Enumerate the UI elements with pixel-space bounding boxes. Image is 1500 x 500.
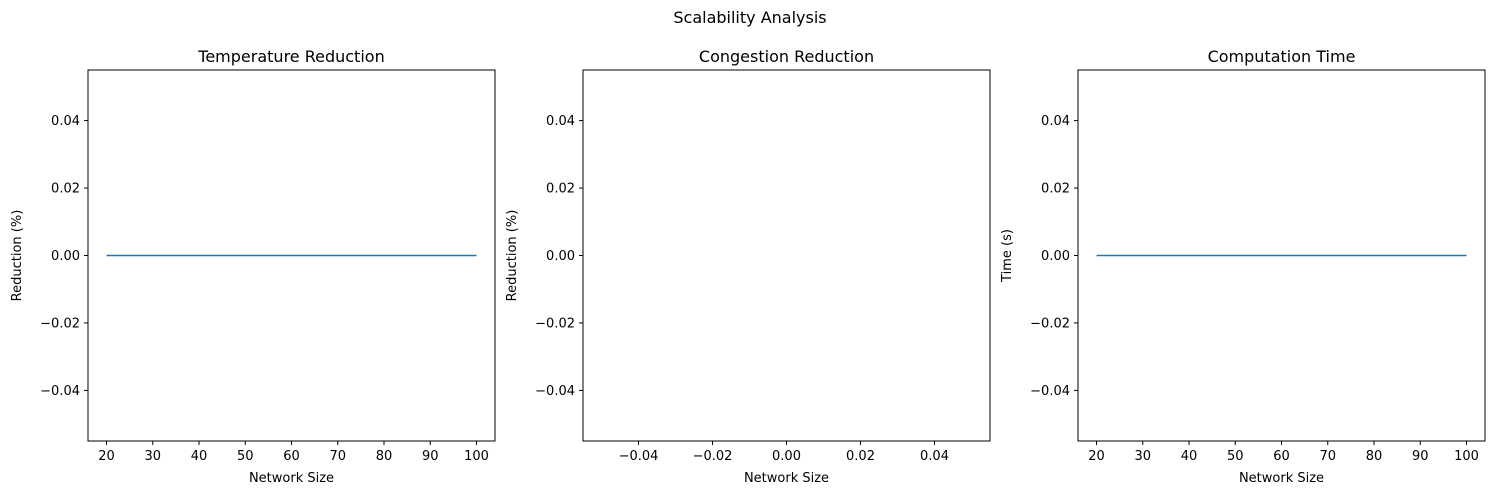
- y-axis-label: Time (s): [1000, 229, 1015, 283]
- y-tick-label: 0.02: [51, 182, 80, 197]
- y-tick-label: 0.04: [1041, 114, 1070, 129]
- subplot-1: Temperature Reduction 20 30 40 50 60 70 80 90 100…: [10, 47, 496, 486]
- x-tick-label: 50: [1227, 449, 1244, 464]
- x-tick-label: 0.02: [846, 449, 875, 464]
- subplot-title: Congestion Reduction: [699, 47, 874, 66]
- y-tick-label: 0.04: [51, 114, 80, 129]
- y-tick-label: 0.00: [51, 249, 80, 264]
- subplot-title: Computation Time: [1208, 47, 1356, 66]
- y-tick-label: 0.02: [546, 182, 575, 197]
- y-tick-label: −0.04: [40, 384, 80, 399]
- x-tick-label: 90: [1412, 449, 1429, 464]
- x-tick-label: 80: [1366, 449, 1383, 464]
- y-tick-label: 0.04: [546, 114, 575, 129]
- x-tick-label: 60: [1273, 449, 1290, 464]
- x-tick-label: 30: [1134, 449, 1151, 464]
- x-tick-label: 40: [191, 449, 208, 464]
- subplot-3: Computation Time 20 30 40 50 60 70 80 90 100 −0.04…: [1000, 47, 1486, 486]
- x-tick-label: 20: [98, 449, 115, 464]
- y-axis-label: Reduction (%): [505, 210, 520, 302]
- y-tick-label: −0.04: [535, 384, 575, 399]
- figure-suptitle: Scalability Analysis: [673, 8, 826, 27]
- x-tick-label: 70: [1319, 449, 1336, 464]
- x-tick-label: 100: [464, 449, 489, 464]
- subplot-2: Congestion Reduction −0.04 −0.02 0.00 0.02 0.…: [505, 47, 991, 486]
- y-tick-label: −0.02: [1030, 316, 1070, 331]
- x-tick-label: 30: [144, 449, 161, 464]
- x-axis-label: Network Size: [249, 471, 334, 486]
- x-tick-label: 0.00: [772, 449, 801, 464]
- subplot-title: Temperature Reduction: [197, 47, 384, 66]
- x-tick-label: −0.04: [619, 449, 659, 464]
- x-tick-label: 50: [237, 449, 254, 464]
- x-tick-label: 40: [1181, 449, 1198, 464]
- x-tick-label: 70: [329, 449, 346, 464]
- x-axis-label: Network Size: [744, 471, 829, 486]
- y-tick-label: −0.04: [1030, 384, 1070, 399]
- y-tick-label: −0.02: [40, 316, 80, 331]
- x-tick-label: 20: [1088, 449, 1105, 464]
- y-tick-label: 0.00: [546, 249, 575, 264]
- x-tick-label: −0.02: [693, 449, 733, 464]
- y-tick-label: −0.02: [535, 316, 575, 331]
- x-tick-label: 80: [376, 449, 393, 464]
- x-tick-label: 100: [1454, 449, 1479, 464]
- x-tick-label: 0.04: [920, 449, 949, 464]
- y-axis-label: Reduction (%): [10, 210, 25, 302]
- y-tick-label: 0.00: [1041, 249, 1070, 264]
- y-tick-label: 0.02: [1041, 182, 1070, 197]
- x-tick-label: 60: [283, 449, 300, 464]
- x-axis-label: Network Size: [1239, 471, 1324, 486]
- x-tick-label: 90: [422, 449, 439, 464]
